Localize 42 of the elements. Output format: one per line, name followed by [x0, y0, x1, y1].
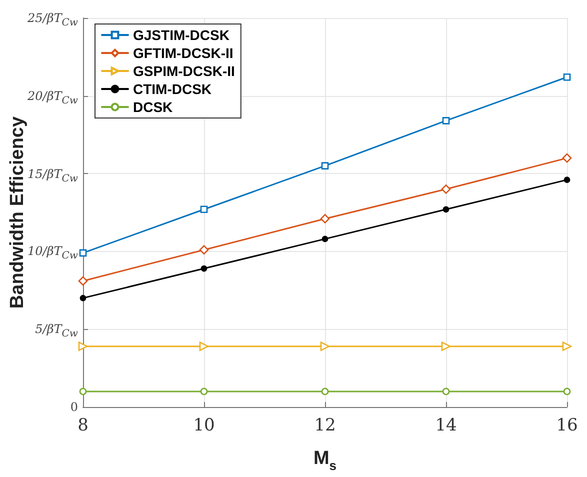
legend-label: GFTIM-DCSK-II [133, 45, 234, 61]
point [322, 236, 328, 242]
point [79, 388, 87, 396]
point [320, 342, 330, 351]
point [320, 214, 330, 224]
x-tick-label: 10 [193, 416, 215, 436]
legend-label: GJSTIM-DCSK [133, 27, 230, 43]
point [199, 342, 209, 351]
legend-label: DCSK [133, 99, 173, 115]
x-tick-label: 14 [435, 416, 457, 436]
x-tick-label: 12 [314, 416, 336, 436]
point [321, 388, 329, 396]
point [562, 153, 572, 163]
legend-label: GSPIM-DCSK-II [133, 63, 235, 79]
point [79, 249, 87, 257]
point [564, 176, 570, 183]
point [78, 276, 88, 286]
point [321, 162, 329, 170]
point [80, 294, 86, 302]
point [200, 206, 208, 214]
point [563, 73, 571, 81]
point [442, 206, 450, 213]
x-tick-label: 8 [78, 416, 88, 436]
y-tick-label: 10/βT$_{Cw}$ [28, 243, 78, 262]
legend-label: CTIM-DCSK [133, 81, 212, 97]
point [200, 265, 208, 272]
y-tick-label: 0 [70, 399, 78, 416]
point [200, 388, 208, 396]
point [442, 117, 450, 124]
y-tick-label: 5/βT$_{Cw}$ [35, 321, 78, 340]
point [442, 388, 450, 396]
y-tick-label: 15/βT$_{Cw}$ [28, 166, 78, 184]
y-tick-label: 20/βT$_{Cw}$ [28, 88, 78, 106]
point [441, 184, 451, 194]
y-axis-title: Bandwidth Efficiency [7, 116, 28, 309]
y-tick-label: 25/βT$_{Cw}$ [28, 10, 78, 28]
point [441, 342, 451, 351]
point [199, 245, 209, 254]
point [78, 342, 88, 351]
point [562, 342, 572, 351]
point [563, 388, 571, 396]
x-tick-label: 16 [556, 416, 578, 436]
